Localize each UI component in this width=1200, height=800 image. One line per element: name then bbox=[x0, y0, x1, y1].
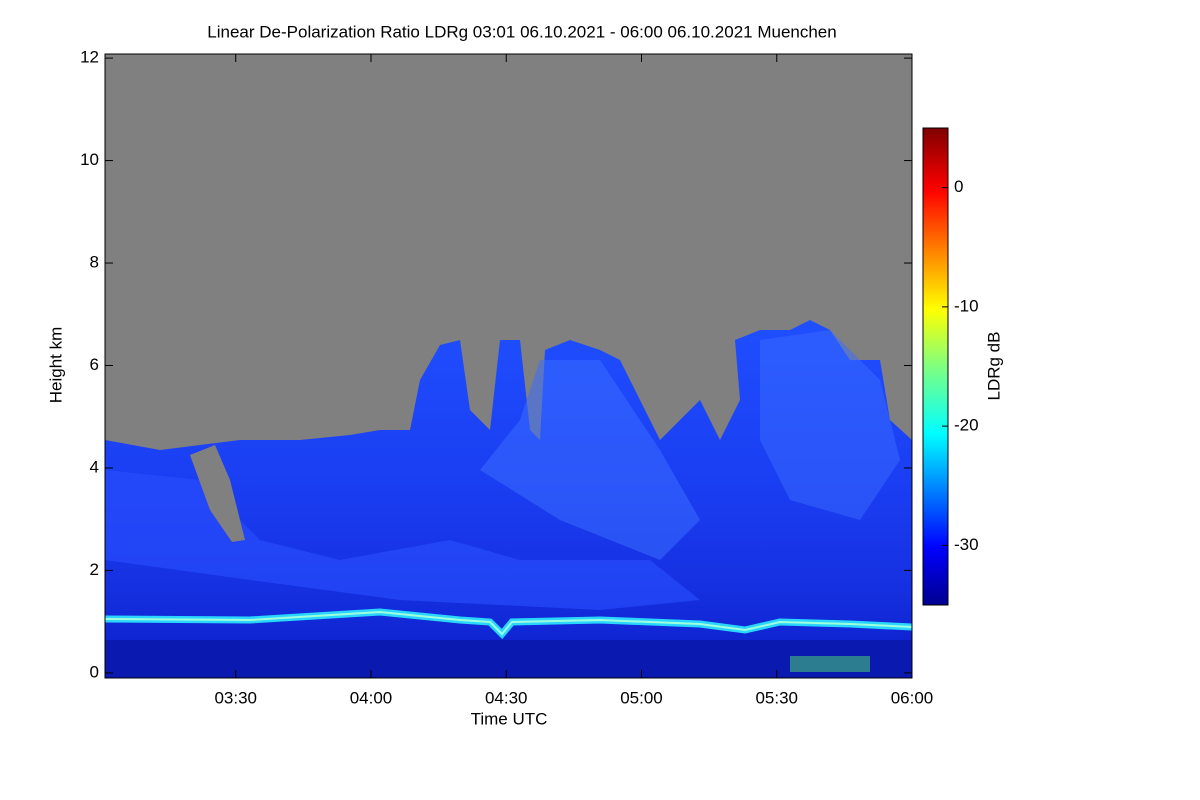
colorbar-tick-label: -30 bbox=[954, 535, 979, 554]
cloud-fallstreaks bbox=[760, 330, 900, 520]
y-tick-label: 8 bbox=[90, 253, 99, 272]
x-tick-label: 04:30 bbox=[485, 688, 528, 707]
y-tick-label: 2 bbox=[90, 560, 99, 579]
cloud-fallstreaks bbox=[480, 360, 700, 560]
x-tick-label: 04:00 bbox=[350, 688, 393, 707]
colorbar-tick-label: -10 bbox=[954, 296, 979, 315]
x-tick-label: 03:30 bbox=[214, 688, 257, 707]
y-tick-label: 4 bbox=[90, 457, 99, 476]
cloud-lower-layer bbox=[105, 470, 700, 610]
colorbar bbox=[922, 127, 949, 606]
boundary-layer-band bbox=[105, 610, 912, 636]
x-tick-label: 05:00 bbox=[620, 688, 663, 707]
cloud-region bbox=[105, 320, 912, 678]
surface-clutter bbox=[790, 656, 870, 672]
chart-title: Linear De-Polarization Ratio LDRg 03:01 … bbox=[207, 22, 836, 41]
colorbar-label: LDRg dB bbox=[984, 332, 1003, 401]
x-tick-label: 06:00 bbox=[891, 688, 934, 707]
y-tick-label: 6 bbox=[90, 355, 99, 374]
colorbar-tick-label: -20 bbox=[954, 416, 979, 435]
y-axis-label: Height km bbox=[46, 327, 65, 404]
x-tick-label: 05:30 bbox=[755, 688, 798, 707]
colorbar-tick-label: 0 bbox=[954, 177, 963, 196]
y-tick-label: 10 bbox=[80, 150, 99, 169]
heatmap-field bbox=[105, 54, 912, 678]
y-tick-label: 12 bbox=[80, 48, 99, 67]
x-axis-label: Time UTC bbox=[471, 709, 548, 728]
plot-frame bbox=[104, 53, 913, 679]
y-tick-label: 0 bbox=[90, 662, 99, 681]
gap-area bbox=[190, 445, 245, 542]
near-ground-layer bbox=[105, 640, 912, 678]
